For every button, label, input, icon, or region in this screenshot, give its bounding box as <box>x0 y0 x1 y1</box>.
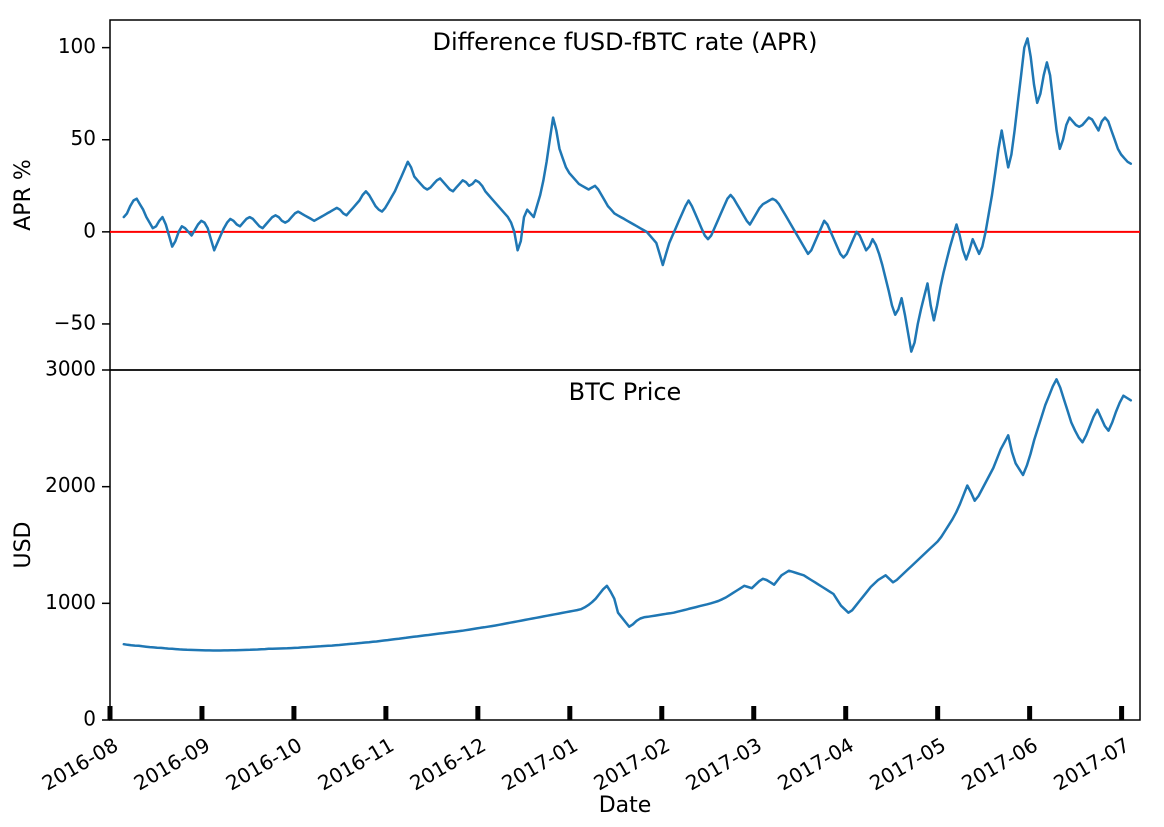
bottom-ytick-label: 1000 <box>45 590 96 614</box>
bottom-ylabel: USD <box>11 521 36 568</box>
top-ytick-label: 100 <box>58 34 96 58</box>
top-ytick-label: −50 <box>54 310 96 334</box>
xlabel: Date <box>599 793 652 818</box>
chart-container: −50 0 50 100 APR % Difference fUSD-fBTC rate … <box>0 0 1164 827</box>
bottom-ytick-label: 3000 <box>45 357 96 381</box>
top-title: Difference fUSD-fBTC rate (APR) <box>433 28 818 56</box>
xtick-label: 2017-02 <box>590 733 674 796</box>
top-frame <box>110 20 1140 370</box>
bottom-line <box>124 379 1131 650</box>
xtick-label: 2016-08 <box>38 733 122 796</box>
top-ylabel: APR % <box>11 159 36 231</box>
xtick-label: 2017-04 <box>773 733 857 796</box>
bottom-title: BTC Price <box>569 378 682 406</box>
bottom-frame <box>110 370 1140 720</box>
xtick-label: 2016-10 <box>222 733 306 796</box>
xtick-label: 2017-05 <box>865 733 949 796</box>
top-ytick-label: 50 <box>71 126 96 150</box>
xtick-label: 2016-09 <box>130 733 214 796</box>
xtick-label: 2017-01 <box>498 733 582 796</box>
xtick-label: 2017-03 <box>681 733 765 796</box>
top-ytick-label: 0 <box>83 218 96 242</box>
bottom-ytick-label: 0 <box>83 707 96 731</box>
xtick-label: 2017-06 <box>957 733 1041 796</box>
xtick-label: 2017-07 <box>1049 733 1133 796</box>
xtick-label: 2016-12 <box>406 733 490 796</box>
xtick-label: 2016-11 <box>314 733 398 796</box>
chart-svg: −50 0 50 100 APR % Difference fUSD-fBTC rate … <box>0 0 1164 827</box>
bottom-ytick-label: 2000 <box>45 473 96 497</box>
top-line <box>124 38 1131 351</box>
